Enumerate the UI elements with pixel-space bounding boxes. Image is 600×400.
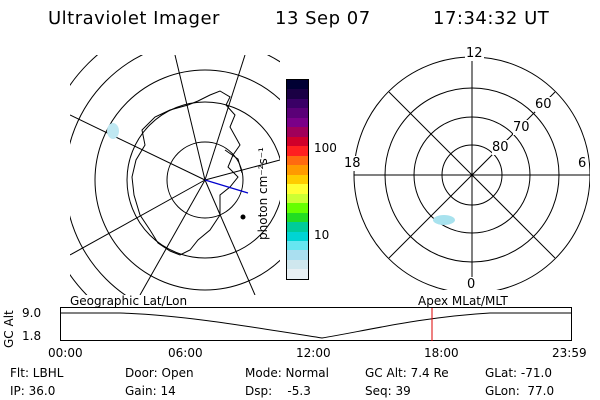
aurora-patch-geo xyxy=(107,123,119,139)
colorbar-swatch xyxy=(287,146,308,156)
timeline-x-tick-1: 06:00 xyxy=(168,346,203,360)
timeline-x-tick-4: 23:59 xyxy=(552,346,587,360)
colorbar xyxy=(286,79,309,280)
timeline-x-tick-0: 00:00 xyxy=(48,346,83,360)
colorbar-swatch xyxy=(287,136,308,147)
colorbar-swatch xyxy=(287,231,308,241)
colorbar-unit-label: photon cm⁻²s⁻¹ xyxy=(256,147,270,240)
mlt-label-6: 6 xyxy=(578,156,587,171)
mlt-label-12: 12 xyxy=(465,46,484,61)
timeline-right-label: Apex MLat/MLT xyxy=(418,294,508,308)
colorbar-swatch xyxy=(287,117,308,128)
status-glat: GLat: -71.0 xyxy=(485,366,552,380)
timeline-x-tick-2: 12:00 xyxy=(296,346,331,360)
status-seq: Seq: 39 xyxy=(365,384,411,398)
status-mode: Mode: Normal xyxy=(245,366,329,380)
status-gc-alt: GC Alt: 7.4 Re xyxy=(365,366,449,380)
status-filter: Flt: LBHL xyxy=(10,366,64,380)
colorbar-tick-10: 10 xyxy=(314,228,330,242)
colorbar-swatch xyxy=(287,155,308,166)
sun-direction-line xyxy=(204,179,249,194)
colorbar-swatch xyxy=(287,193,308,204)
geographic-map xyxy=(70,55,280,295)
altitude-curve xyxy=(61,312,571,339)
colorbar-swatch xyxy=(287,174,308,185)
status-gain: Gain: 14 xyxy=(125,384,176,398)
colorbar-swatch xyxy=(287,250,308,260)
colorbar-swatch xyxy=(287,203,308,213)
timeline-y-tick-max: 9.0 xyxy=(22,306,42,320)
colorbar-swatch xyxy=(287,259,308,270)
mlt-label-18: 18 xyxy=(344,156,361,171)
timeline-left-label: Geographic Lat/Lon xyxy=(70,294,188,308)
colorbar-swatch xyxy=(287,269,308,279)
status-ip: IP: 36.0 xyxy=(10,384,56,398)
timeline-x-tick-3: 18:00 xyxy=(424,346,459,360)
colorbar-swatch xyxy=(287,127,308,137)
status-dsp: Dsp: -5.3 xyxy=(245,384,311,398)
instrument-title: Ultraviolet Imager xyxy=(48,8,220,29)
colorbar-swatch xyxy=(287,184,308,194)
colorbar-swatch xyxy=(287,165,308,175)
colorbar-swatch xyxy=(287,108,308,118)
colorbar-tick-100: 100 xyxy=(314,141,337,155)
mlt-label-0: 0 xyxy=(467,277,476,292)
colorbar-swatch xyxy=(287,89,308,99)
colorbar-swatch xyxy=(287,240,308,251)
aurora-patch-mlt xyxy=(433,215,455,225)
timeline-y-tick-min: 1.8 xyxy=(22,329,42,343)
altitude-timeline-plot xyxy=(60,307,572,341)
colorbar-swatch xyxy=(287,212,308,223)
time-label: 17:34:32 UT xyxy=(433,8,550,29)
lat-label-60: 60 xyxy=(535,97,552,112)
colorbar-swatch xyxy=(287,80,308,90)
status-door: Door: Open xyxy=(125,366,194,380)
mlt-polar-grid xyxy=(353,56,590,290)
lat-label-70: 70 xyxy=(513,120,530,135)
lat-label-80: 80 xyxy=(492,140,509,155)
status-glon: GLon: 77.0 xyxy=(485,384,555,398)
timeline-y-axis-label: GC Alt xyxy=(2,310,16,348)
colorbar-swatch xyxy=(287,222,308,232)
colorbar-swatch xyxy=(287,98,308,109)
date-label: 13 Sep 07 xyxy=(275,8,371,29)
